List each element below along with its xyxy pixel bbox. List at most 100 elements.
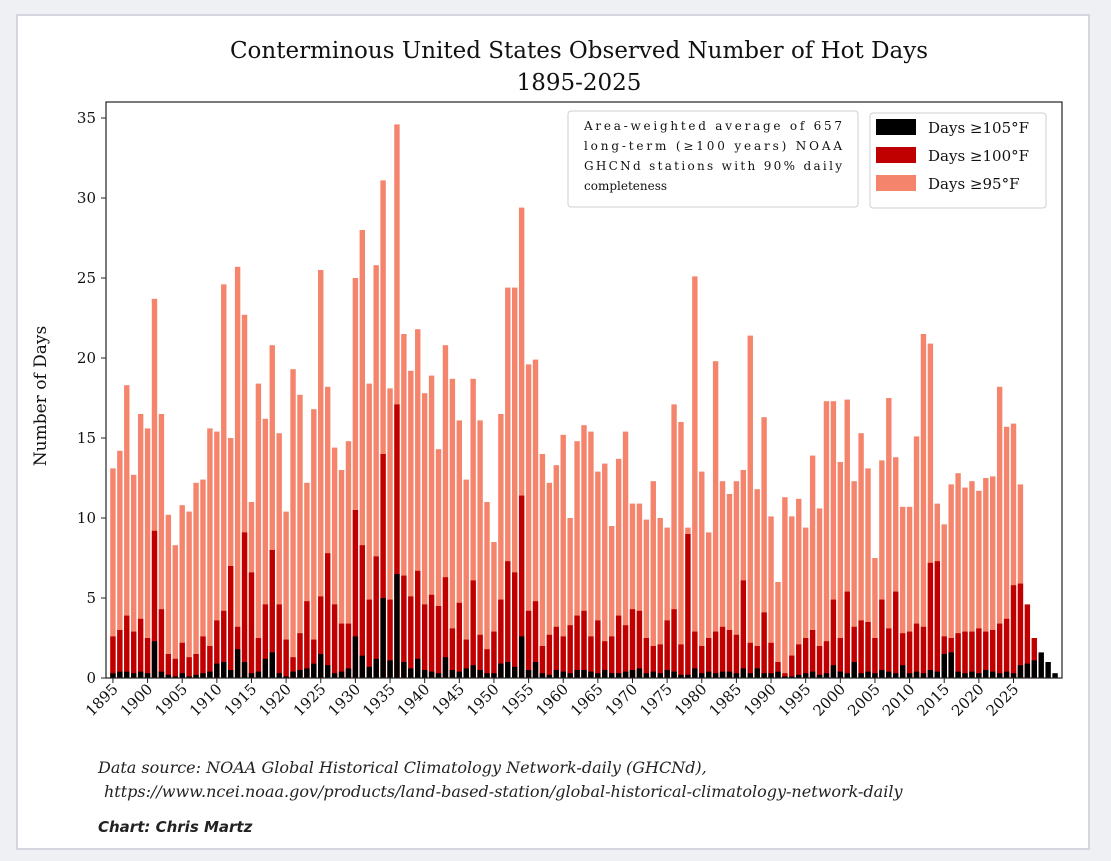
bar-95f-1916 xyxy=(255,383,262,678)
bar-105f-1925 xyxy=(318,654,324,678)
legend-swatch-100 xyxy=(876,147,916,163)
bar-95f-2019 xyxy=(969,481,975,678)
bar-100f-1920 xyxy=(283,639,289,678)
bar-100f-1901 xyxy=(151,530,158,678)
bar-95f-2023 xyxy=(996,386,1003,678)
bar-100f-1937 xyxy=(401,575,407,678)
bar-95f-2012 xyxy=(920,334,927,678)
x-tick-label-1900: 1900 xyxy=(117,680,157,720)
x-tick-label-2010: 2010 xyxy=(879,680,919,720)
bar-100f-1996 xyxy=(809,630,816,678)
bar-100f-1947 xyxy=(470,580,476,678)
bar-105f-1958 xyxy=(546,674,553,678)
bar-100f-1957 xyxy=(539,646,546,678)
annotation-line-1: Area-weighted average of 657 xyxy=(583,119,842,133)
bar-95f-1972 xyxy=(643,519,650,678)
bar-95f-1933 xyxy=(373,265,379,678)
bar-95f-1909 xyxy=(207,428,213,678)
bar-95f-1994 xyxy=(796,498,802,678)
bar-100f-1963 xyxy=(581,610,587,678)
bar-100f-1932 xyxy=(366,599,372,678)
bar-100f-1917 xyxy=(262,604,269,678)
bar-100f-1941 xyxy=(428,594,435,678)
bar-100f-1970 xyxy=(629,609,636,678)
bar-95f-1913 xyxy=(234,266,241,678)
chart-title: Conterminous United States Observed Numb… xyxy=(230,38,928,64)
bar-100f-1900 xyxy=(144,638,151,678)
bar-100f-1990 xyxy=(768,642,774,678)
bar-105f-1902 xyxy=(158,671,165,678)
bar-100f-2006 xyxy=(879,599,885,678)
bar-95f-2001 xyxy=(844,399,850,678)
bar-100f-1969 xyxy=(622,625,629,678)
bar-100f-1948 xyxy=(477,634,483,678)
bar-100f-1923 xyxy=(304,601,310,678)
bar-95f-1995 xyxy=(802,527,809,678)
bar-95f-1991 xyxy=(775,582,781,678)
bar-95f-1958 xyxy=(546,482,553,678)
bar-95f-2017 xyxy=(955,473,961,678)
x-tick-label-2005: 2005 xyxy=(844,680,884,720)
bar-100f-1965 xyxy=(595,620,601,678)
bar-95f-1939 xyxy=(415,329,421,678)
bar-105f-1909 xyxy=(207,671,213,678)
bar-95f-1985 xyxy=(733,481,740,678)
bar-95f-1919 xyxy=(276,433,282,678)
bar-105f-1953 xyxy=(512,666,518,678)
data-source-url[interactable]: https://www.ncei.noaa.gov/products/land-… xyxy=(104,782,903,801)
bar-95f-1959 xyxy=(553,465,559,678)
bar-105f-1898 xyxy=(131,673,137,678)
bar-100f-1906 xyxy=(186,657,192,678)
bar-95f-1923 xyxy=(304,482,310,678)
bar-100f-2020 xyxy=(976,628,982,678)
bar-100f-1949 xyxy=(484,649,490,678)
bar-95f-1952 xyxy=(505,287,511,678)
bar-100f-1924 xyxy=(311,639,317,678)
bar-100f-1944 xyxy=(449,628,456,678)
bar-95f-1906 xyxy=(186,511,192,678)
bar-105f-1927 xyxy=(331,673,338,678)
bar-105f-1924 xyxy=(311,663,317,678)
bar-105f-1992 xyxy=(782,676,788,678)
legend-swatch-95 xyxy=(876,175,916,191)
bar-100f-1943 xyxy=(442,577,449,678)
bar-100f-1914 xyxy=(241,532,248,678)
bar-100f-1980 xyxy=(699,646,705,678)
bar-105f-1944 xyxy=(449,670,456,678)
y-tick-label-30: 30 xyxy=(77,189,96,207)
bar-100f-1910 xyxy=(214,620,220,678)
bar-95f-1935 xyxy=(387,388,393,678)
bar-95f-1969 xyxy=(622,431,629,678)
legend-label-100: Days ≥100°F xyxy=(928,147,1029,165)
bar-100f-1921 xyxy=(290,657,296,678)
bar-95f-1926 xyxy=(324,386,331,678)
bar-95f-1967 xyxy=(609,526,615,678)
bar-100f-1895 xyxy=(110,636,116,678)
x-tick-label-2015: 2015 xyxy=(913,680,953,720)
bar-100f-1993 xyxy=(789,655,795,678)
bar-105f-1920 xyxy=(283,676,289,678)
bar-105f-1959 xyxy=(553,670,559,678)
bar-100f-1953 xyxy=(512,572,518,678)
bar-105f-1974 xyxy=(657,673,663,678)
bar-105f-1922 xyxy=(297,670,303,678)
bar-100f-1931 xyxy=(359,545,366,678)
bar-100f-2004 xyxy=(865,622,871,678)
bar-95f-1953 xyxy=(512,287,518,678)
bar-100f-1925 xyxy=(318,596,324,678)
bar-105f-1938 xyxy=(408,668,414,678)
bar-100f-2010 xyxy=(906,631,913,678)
annotation-box: Area-weighted average of 657 long-term (… xyxy=(567,110,859,208)
bar-100f-1958 xyxy=(546,634,553,678)
bars-group xyxy=(110,124,1058,678)
bar-105f-1917 xyxy=(262,658,269,678)
bar-100f-1912 xyxy=(227,566,234,678)
bar-105f-2025 xyxy=(1010,673,1017,678)
bar-100f-1930 xyxy=(352,510,359,678)
y-tick-label-15: 15 xyxy=(77,429,96,447)
bar-95f-1934 xyxy=(380,180,386,678)
bar-95f-1924 xyxy=(311,409,317,678)
bar-105f-1950 xyxy=(491,673,497,678)
bar-95f-1990 xyxy=(768,516,774,678)
bar-105f-1943 xyxy=(442,657,449,678)
